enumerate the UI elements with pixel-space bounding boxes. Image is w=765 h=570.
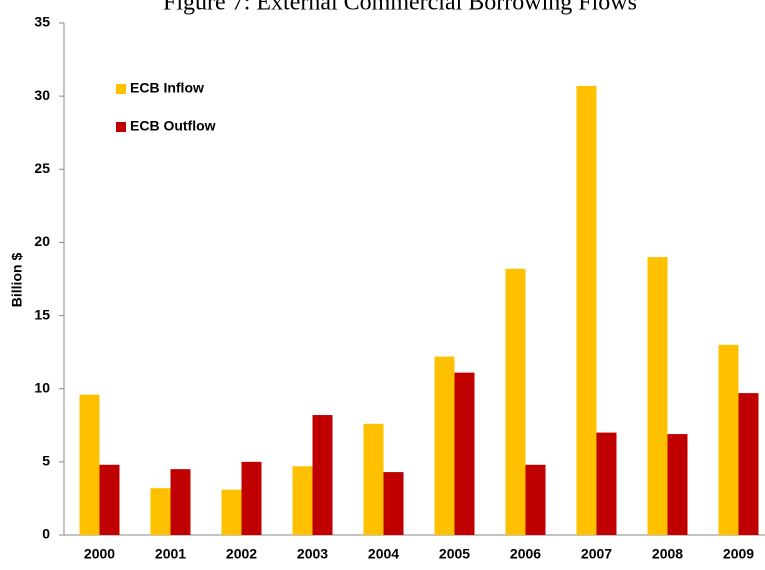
y-tick-label: 15 <box>34 306 50 322</box>
bar <box>596 432 617 535</box>
bar <box>505 268 526 535</box>
bar <box>454 372 475 535</box>
x-tick-label: 2008 <box>652 546 683 562</box>
y-axis-label: Billion $ <box>9 253 25 308</box>
x-tick-label: 2006 <box>510 546 541 562</box>
bar <box>647 257 668 535</box>
legend-swatch <box>116 84 126 94</box>
x-tick-label: 2004 <box>368 546 399 562</box>
bar <box>738 393 759 535</box>
bar <box>99 464 120 535</box>
y-tick-label: 25 <box>34 160 50 176</box>
y-tick-label: 30 <box>34 87 50 103</box>
x-tick-label: 2002 <box>226 546 257 562</box>
bar <box>150 488 171 535</box>
y-tick-label: 0 <box>42 526 50 542</box>
chart-title: Figure 7: External Commercial Borrowing … <box>163 0 637 16</box>
y-tick-label: 20 <box>34 233 50 249</box>
bar <box>241 461 262 535</box>
x-tick-label: 2007 <box>581 546 612 562</box>
bar <box>292 466 313 535</box>
bar <box>170 469 191 535</box>
bar <box>79 394 100 535</box>
bar <box>221 489 242 535</box>
y-tick-label: 35 <box>34 14 50 30</box>
y-tick-label: 5 <box>42 453 50 469</box>
bar <box>434 356 455 535</box>
bar <box>576 85 597 535</box>
bar <box>718 344 739 535</box>
bar <box>363 423 384 535</box>
bar <box>525 464 546 535</box>
x-tick-label: 2000 <box>84 546 115 562</box>
legend-label: ECB Outflow <box>130 118 216 134</box>
bar <box>667 434 688 535</box>
x-tick-label: 2005 <box>439 546 470 562</box>
x-tick-label: 2003 <box>297 546 328 562</box>
y-tick-label: 10 <box>34 379 50 395</box>
x-tick-label: 2009 <box>723 546 754 562</box>
bar <box>383 472 404 535</box>
x-tick-label: 2001 <box>155 546 186 562</box>
bar <box>312 415 333 535</box>
legend-swatch <box>116 122 126 132</box>
legend-label: ECB Inflow <box>130 80 204 96</box>
